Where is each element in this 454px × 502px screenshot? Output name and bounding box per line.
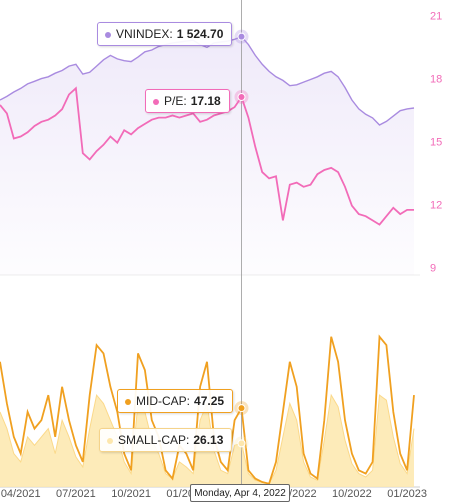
- hover-point: [237, 32, 246, 41]
- y-tick-label: 21: [430, 11, 442, 23]
- hover-point: [237, 439, 246, 448]
- tooltip-dot: [107, 437, 113, 444]
- series-line: [0, 334, 415, 485]
- tooltip-value: 47.25: [194, 394, 225, 408]
- tooltip-series-name: MID-CAP: [136, 394, 190, 408]
- tooltip: P/E17.18: [145, 89, 230, 113]
- x-tick-label: 10/2022: [332, 488, 372, 500]
- tooltip-value: 1 524.70: [176, 27, 224, 41]
- tooltip-value: 17.18: [190, 94, 221, 108]
- tooltip-series-name: VNINDEX: [116, 27, 173, 41]
- tooltip-series-name: P/E: [164, 94, 187, 108]
- y-tick-label: 15: [430, 137, 442, 149]
- x-tick-label: 07/2021: [56, 488, 96, 500]
- x-tick-label: 04/2021: [1, 488, 41, 500]
- y-tick-label: 12: [430, 200, 442, 212]
- tooltip-series-name: SMALL-CAP: [118, 433, 189, 447]
- series-line: [0, 86, 414, 226]
- tooltip: MID-CAP 47.25: [117, 389, 234, 413]
- tooltip-dot: [153, 98, 159, 105]
- hover-point: [237, 404, 246, 413]
- series-line: [0, 35, 415, 126]
- tooltip-dot: [125, 398, 131, 405]
- y-tick-label: 18: [430, 74, 442, 86]
- x-tick-label: 01/2023: [387, 488, 427, 500]
- tooltip-dot: [105, 31, 111, 38]
- tooltip: VNINDEX1 524.70: [97, 22, 233, 46]
- x-tick-label: 10/2021: [111, 488, 151, 500]
- tooltip-value: 26.13: [193, 433, 224, 447]
- crosshair-label: Monday, Apr 4, 2022: [190, 484, 290, 502]
- hover-point: [237, 92, 246, 101]
- tooltip: SMALL-CAP 26.13: [99, 428, 233, 452]
- y-tick-label: 9: [430, 263, 436, 275]
- series-area: [0, 36, 414, 276]
